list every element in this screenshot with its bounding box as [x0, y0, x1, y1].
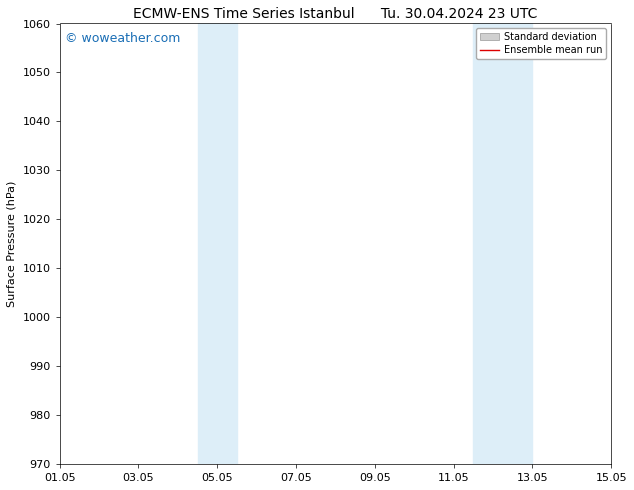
Title: ECMW-ENS Time Series Istanbul      Tu. 30.04.2024 23 UTC: ECMW-ENS Time Series Istanbul Tu. 30.04.…: [133, 7, 538, 21]
Y-axis label: Surface Pressure (hPa): Surface Pressure (hPa): [7, 181, 17, 307]
Bar: [198, 24, 237, 464]
Text: © woweather.com: © woweather.com: [65, 32, 181, 45]
Bar: [474, 24, 533, 464]
Legend: Standard deviation, Ensemble mean run: Standard deviation, Ensemble mean run: [476, 28, 606, 59]
